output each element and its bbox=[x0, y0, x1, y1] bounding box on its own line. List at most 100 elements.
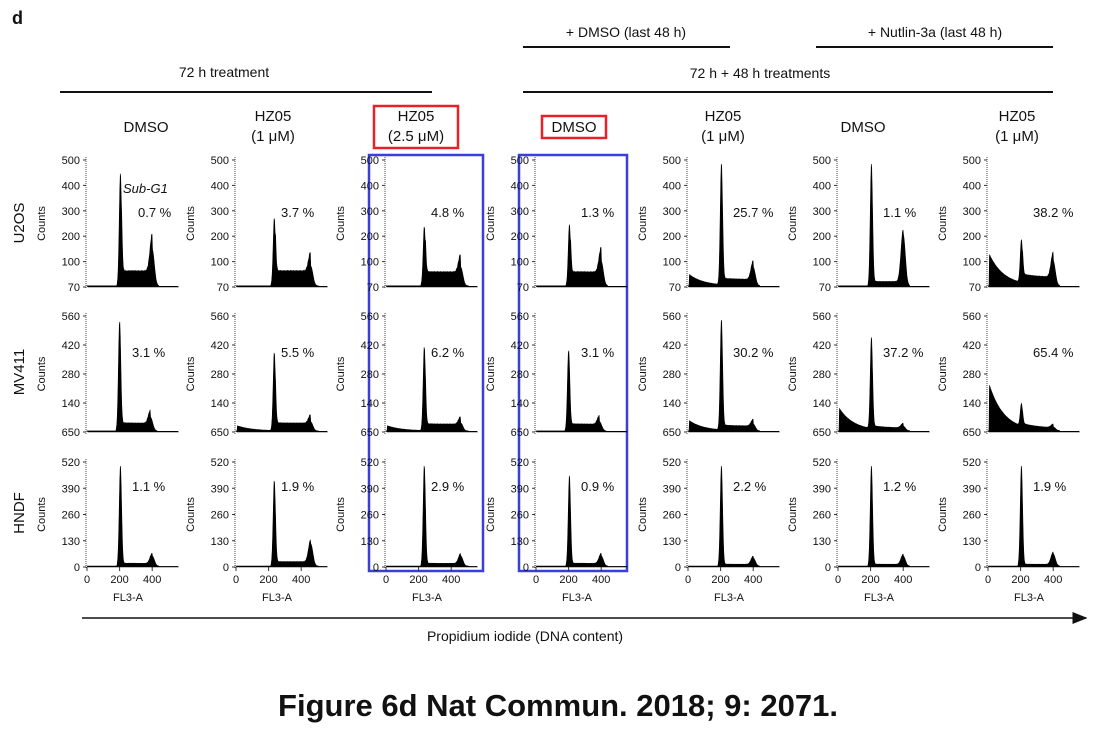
x-tick-label: 200 bbox=[1011, 574, 1029, 586]
y-tick-label: 420 bbox=[663, 340, 681, 352]
y-tick-label: 0 bbox=[74, 562, 80, 574]
column-header: DMSO bbox=[552, 119, 597, 136]
y-tick-label: 650 bbox=[511, 427, 529, 439]
y-tick-label: 520 bbox=[663, 457, 681, 469]
blue-highlight-box bbox=[517, 153, 629, 573]
x-tick-label: 400 bbox=[592, 574, 610, 586]
y-tick-label: 280 bbox=[511, 369, 529, 381]
y-tick-label: 0 bbox=[523, 562, 529, 574]
x-tick-label: 0 bbox=[383, 574, 389, 586]
y-tick-label: 0 bbox=[975, 562, 981, 574]
y-axis-label: Counts bbox=[637, 497, 649, 532]
y-tick-label: 560 bbox=[963, 311, 981, 323]
y-tick-label: 200 bbox=[963, 231, 981, 243]
y-tick-label: 560 bbox=[361, 311, 379, 323]
y-axis-label: Counts bbox=[36, 497, 48, 532]
column-header: DMSO bbox=[124, 119, 169, 136]
sub-g1-percent: 30.2 % bbox=[733, 345, 774, 360]
sub-g1-percent: 4.8 % bbox=[431, 205, 465, 220]
y-tick-label: 140 bbox=[211, 398, 229, 410]
y-tick-label: 400 bbox=[511, 180, 529, 192]
y-axis-label: Counts bbox=[937, 497, 949, 532]
x-axis-label: FL3-A bbox=[412, 592, 443, 604]
y-tick-label: 0 bbox=[675, 562, 681, 574]
y-tick-label: 200 bbox=[511, 231, 529, 243]
y-tick-label: 560 bbox=[663, 311, 681, 323]
y-tick-label: 500 bbox=[211, 155, 229, 167]
x-axis-label: FL3-A bbox=[113, 592, 144, 604]
x-tick-label: 200 bbox=[259, 574, 277, 586]
histogram bbox=[535, 475, 628, 568]
histogram bbox=[385, 347, 478, 433]
y-tick-label: 300 bbox=[62, 206, 80, 218]
left-group-header: 72 h treatment bbox=[179, 64, 269, 80]
x-tick-label: 200 bbox=[409, 574, 427, 586]
x-tick-label: 400 bbox=[744, 574, 762, 586]
y-tick-label: 130 bbox=[663, 536, 681, 548]
y-axis-label: Counts bbox=[787, 497, 799, 532]
y-tick-label: 400 bbox=[963, 180, 981, 192]
x-axis-label: FL3-A bbox=[714, 592, 745, 604]
y-axis-label: Counts bbox=[185, 206, 197, 241]
y-tick-label: 300 bbox=[511, 206, 529, 218]
histogram bbox=[837, 337, 930, 433]
y-tick-label: 420 bbox=[813, 340, 831, 352]
y-axis-label: Counts bbox=[485, 497, 497, 532]
y-tick-label: 560 bbox=[211, 311, 229, 323]
y-tick-label: 70 bbox=[217, 282, 229, 294]
y-tick-label: 140 bbox=[663, 398, 681, 410]
histogram bbox=[687, 319, 780, 433]
y-axis-label: Counts bbox=[937, 356, 949, 391]
y-tick-label: 0 bbox=[825, 562, 831, 574]
figure-caption: Figure 6d Nat Commun. 2018; 9: 2071. bbox=[278, 688, 838, 723]
y-tick-label: 70 bbox=[819, 282, 831, 294]
y-tick-label: 400 bbox=[813, 180, 831, 192]
column-header-dose: (1 μM) bbox=[995, 128, 1039, 145]
overall-x-label: Propidium iodide (DNA content) bbox=[427, 628, 623, 644]
y-tick-label: 100 bbox=[361, 257, 379, 269]
histogram bbox=[687, 465, 780, 568]
x-axis-label: FL3-A bbox=[864, 592, 895, 604]
y-tick-label: 70 bbox=[68, 282, 80, 294]
y-tick-label: 70 bbox=[969, 282, 981, 294]
sub-g1-percent: 2.2 % bbox=[733, 479, 767, 494]
sub-g1-percent: 1.1 % bbox=[132, 479, 166, 494]
y-axis-label: Counts bbox=[787, 356, 799, 391]
y-tick-label: 420 bbox=[361, 340, 379, 352]
y-tick-label: 200 bbox=[62, 231, 80, 243]
panel-letter: d bbox=[12, 8, 23, 28]
y-tick-label: 300 bbox=[663, 206, 681, 218]
y-tick-label: 500 bbox=[361, 155, 379, 167]
y-tick-label: 260 bbox=[663, 510, 681, 522]
y-tick-label: 390 bbox=[62, 483, 80, 495]
sub-g1-percent: 3.1 % bbox=[132, 345, 166, 360]
y-axis-label: Counts bbox=[36, 206, 48, 241]
dmso-48h-header: + DMSO (last 48 h) bbox=[566, 24, 686, 40]
column-header: HZ05 bbox=[255, 108, 292, 125]
x-tick-label: 0 bbox=[985, 574, 991, 586]
y-tick-label: 130 bbox=[211, 536, 229, 548]
sub-g1-percent: 1.3 % bbox=[581, 205, 615, 220]
y-tick-label: 0 bbox=[223, 562, 229, 574]
y-tick-label: 200 bbox=[663, 231, 681, 243]
sub-g1-annotation: Sub-G1 bbox=[123, 181, 168, 196]
y-tick-label: 260 bbox=[62, 510, 80, 522]
y-tick-label: 520 bbox=[511, 457, 529, 469]
y-tick-label: 100 bbox=[511, 257, 529, 269]
y-tick-label: 70 bbox=[517, 282, 529, 294]
histogram bbox=[86, 465, 179, 568]
y-tick-label: 100 bbox=[813, 257, 831, 269]
sub-g1-percent: 25.7 % bbox=[733, 205, 774, 220]
y-tick-label: 300 bbox=[963, 206, 981, 218]
y-tick-label: 500 bbox=[511, 155, 529, 167]
sub-g1-percent: 3.7 % bbox=[281, 205, 315, 220]
x-tick-label: 200 bbox=[110, 574, 128, 586]
x-tick-label: 0 bbox=[685, 574, 691, 586]
red-highlight-box bbox=[372, 104, 460, 150]
y-tick-label: 400 bbox=[663, 180, 681, 192]
sub-g1-percent: 38.2 % bbox=[1033, 205, 1074, 220]
sub-g1-percent: 1.9 % bbox=[281, 479, 315, 494]
y-tick-label: 300 bbox=[813, 206, 831, 218]
